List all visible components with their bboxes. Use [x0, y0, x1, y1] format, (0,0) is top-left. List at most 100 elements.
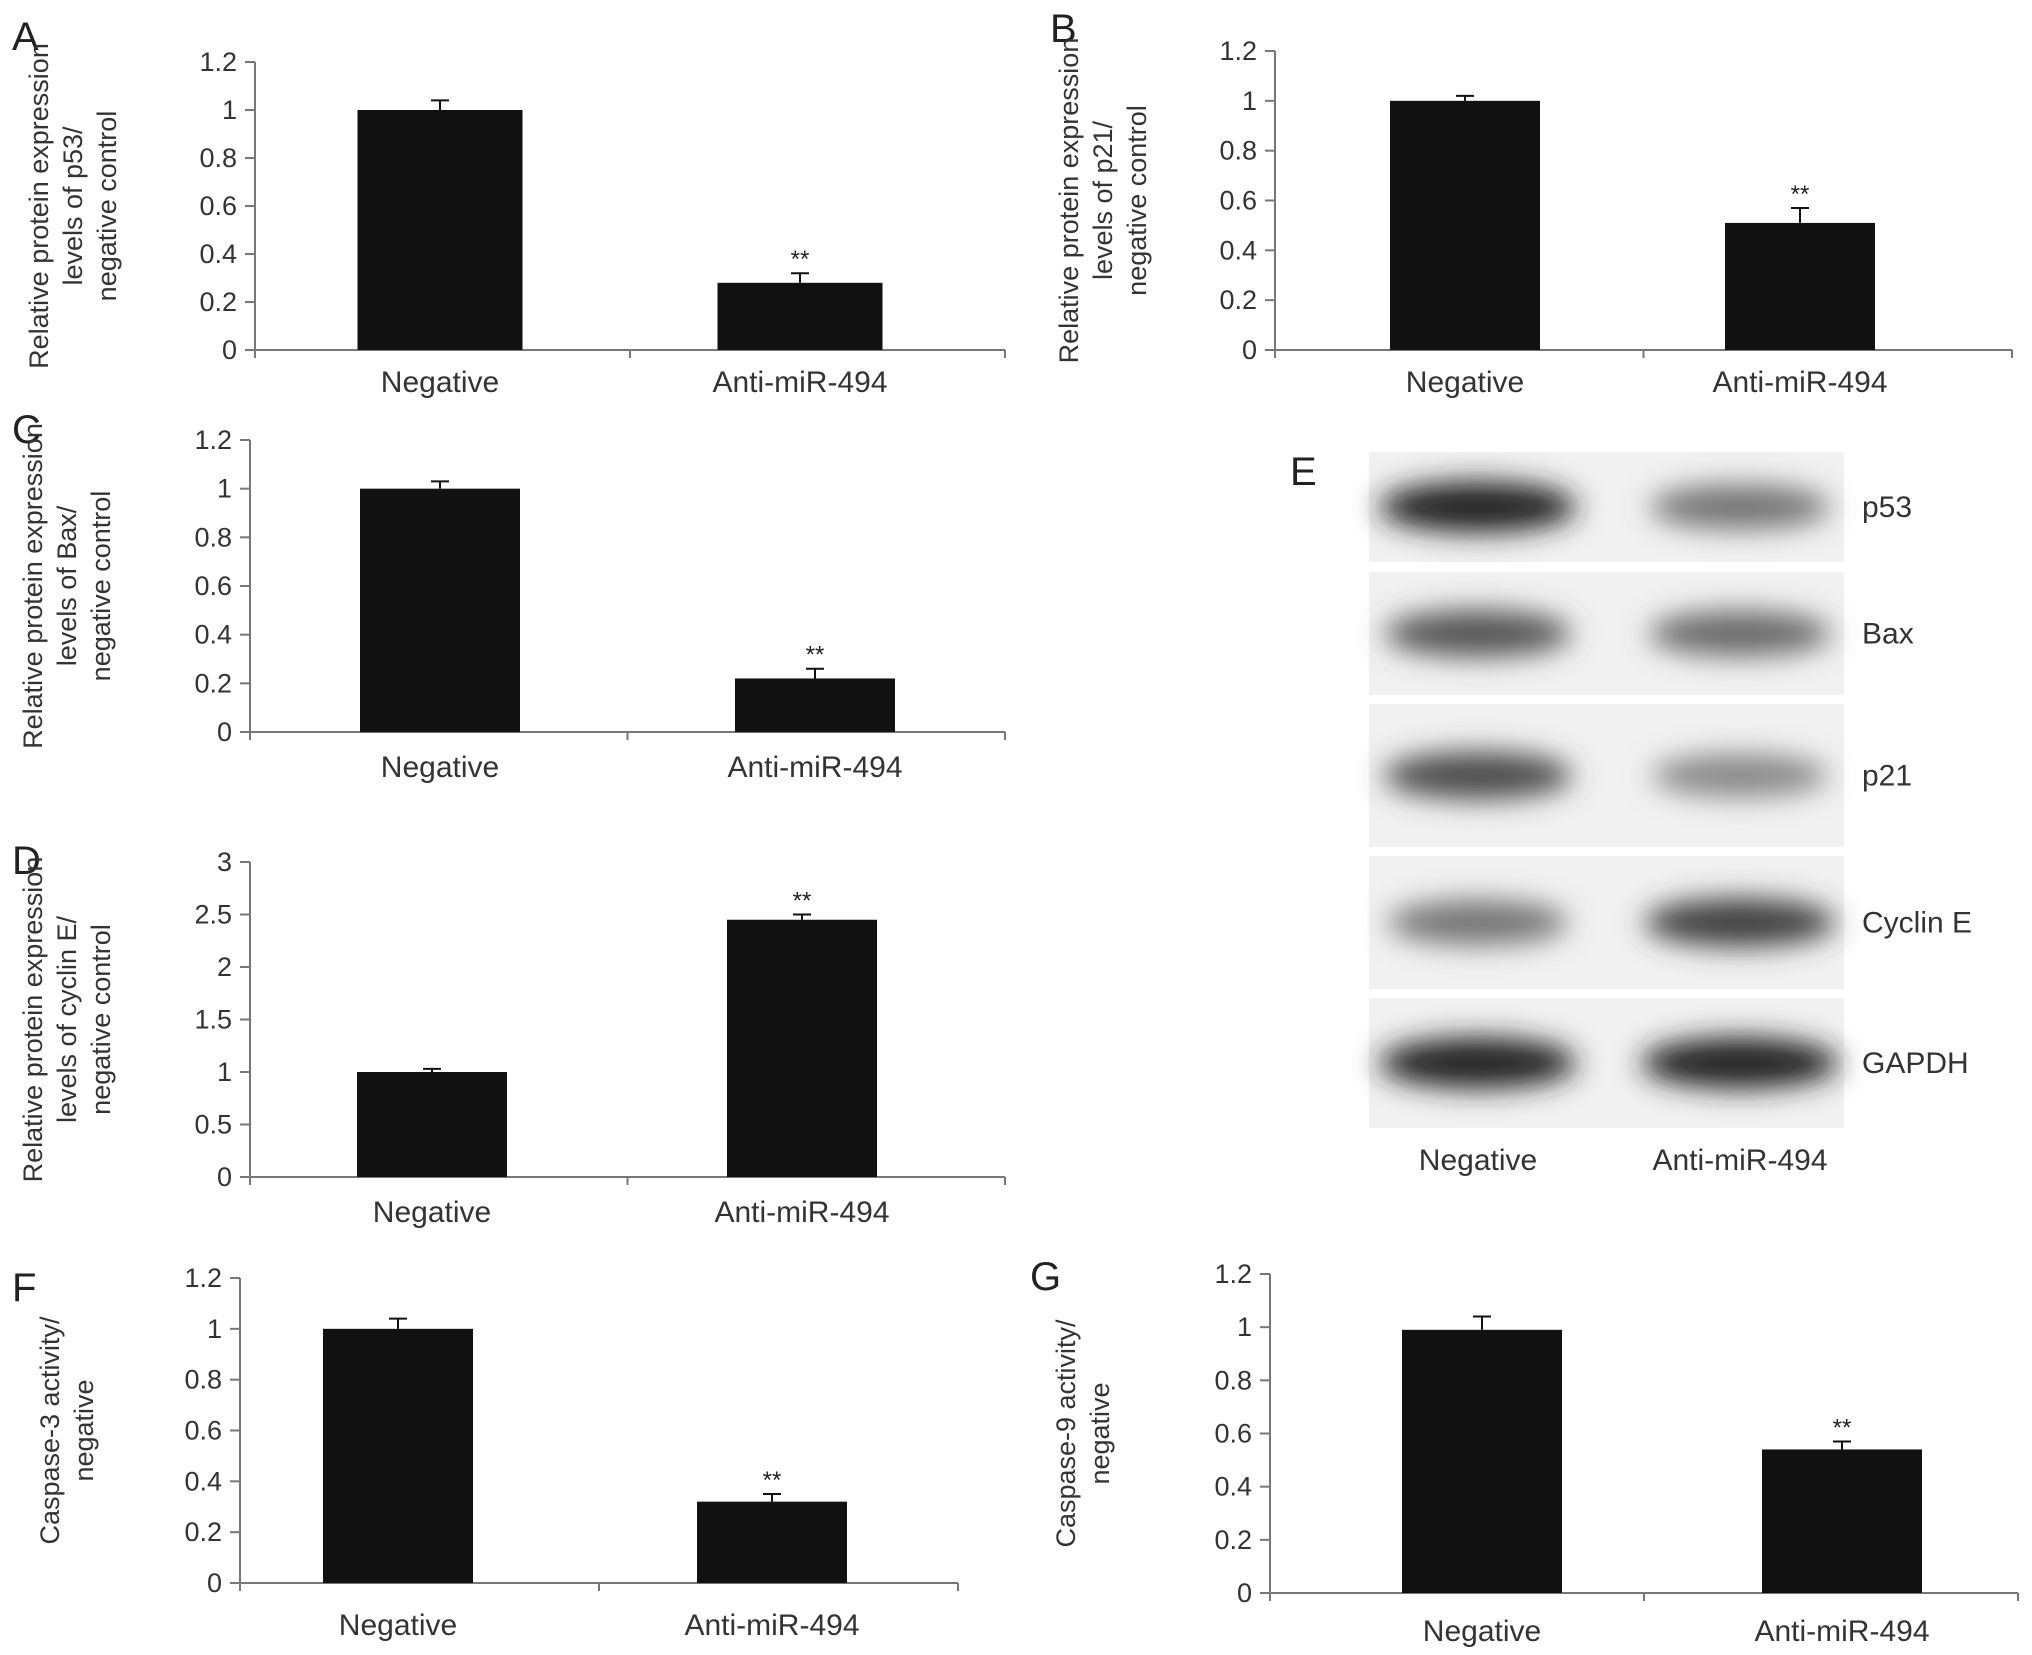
panel-letter: C [12, 408, 41, 452]
y-axis-label: Relative protein expression levels of p53… [24, 43, 122, 369]
y-axis-label-line: Relative protein expression [24, 43, 54, 369]
y-axis-label-line: levels of p21/ [1088, 120, 1118, 280]
y-axis-label-line: Caspase-9 activity/ [1051, 1319, 1081, 1548]
y-tick-label: 0.6 [184, 1416, 222, 1446]
category-label: Negative [339, 1609, 457, 1642]
category-label: Anti-miR-494 [1712, 366, 1887, 399]
category-label: Anti-miR-494 [727, 751, 902, 784]
y-tick-label: 0.2 [194, 668, 232, 698]
y-tick-label: 0.4 [1214, 1472, 1252, 1502]
y-tick-label: 1.2 [194, 425, 232, 455]
y-tick-label: 0.8 [194, 522, 232, 552]
y-axis-label-line: Relative protein expression [18, 423, 48, 749]
blot-row: p53 [1367, 450, 1912, 564]
bar [1390, 100, 1540, 350]
lane-label: Negative [1419, 1144, 1537, 1177]
y-tick-label: 0.4 [1219, 235, 1257, 265]
y-tick-label: 0 [222, 335, 237, 365]
significance-label: ** [791, 246, 810, 273]
blot-band [1384, 609, 1572, 658]
blot-label: p21 [1862, 760, 1912, 793]
category-label: Negative [1406, 366, 1524, 399]
y-tick-label: 0.6 [1219, 186, 1257, 216]
panel-letter: B [1050, 7, 1077, 51]
y-tick-label: 0.2 [1214, 1525, 1252, 1555]
category-label: Anti-miR-494 [714, 1196, 889, 1229]
bar [727, 919, 877, 1177]
bar [735, 678, 895, 732]
y-tick-label: 2 [217, 952, 232, 982]
panel-letter: E [1290, 450, 1317, 494]
y-tick-label: 1.5 [194, 1005, 232, 1035]
y-tick-label: 1.2 [184, 1263, 222, 1293]
blot-band [1641, 1037, 1839, 1089]
panel-letter: D [12, 839, 41, 883]
category-label: Negative [1423, 1615, 1541, 1648]
y-axis-label-line: negative control [1122, 105, 1152, 296]
y-tick-label: 0 [217, 717, 232, 747]
chart-panel-b: B 0 0.2 0.4 0.6 0.8 1 1.2 Negative ** Anti-miR-494… [1050, 7, 2013, 399]
y-tick-label: 0 [207, 1568, 222, 1598]
blot-band [1648, 610, 1832, 657]
y-axis-label-line: negative control [92, 111, 122, 302]
y-tick-label: 0.6 [199, 191, 237, 221]
y-tick-label: 1 [222, 95, 237, 125]
y-tick-label: 1 [1242, 86, 1257, 116]
y-tick-label: 3 [217, 847, 232, 877]
y-axis-label: Relative protein expression levels of Bax… [18, 423, 116, 749]
significance-label: ** [806, 642, 825, 669]
y-axis-label-line: negative control [86, 924, 116, 1115]
significance-label: ** [763, 1467, 782, 1494]
blot-row: GAPDH [1367, 996, 1969, 1130]
bar [1762, 1449, 1922, 1593]
chart-panel-a: A 0 0.2 0.4 0.6 0.8 1 1.2 Negative ** Anti-miR-494… [12, 15, 1006, 399]
y-axis-label-line: Caspase-3 activity/ [35, 1316, 65, 1545]
y-tick-label: 0.8 [199, 143, 237, 173]
y-tick-label: 0 [217, 1162, 232, 1192]
y-tick-label: 0.8 [1214, 1365, 1252, 1395]
blot-band [1379, 1037, 1577, 1089]
category-label: Negative [373, 1196, 491, 1229]
y-tick-label: 0.2 [199, 287, 237, 317]
y-axis-label-line: Relative protein expression [1054, 38, 1084, 364]
y-tick-label: 0.8 [1219, 136, 1257, 166]
blot-band [1387, 900, 1569, 945]
bar [697, 1501, 847, 1583]
category-label: Anti-miR-494 [1754, 1615, 1929, 1648]
y-axis-label-line: negative [1085, 1382, 1115, 1484]
y-tick-label: 0.4 [199, 239, 237, 269]
category-label: Anti-miR-494 [684, 1609, 859, 1642]
category-label: Anti-miR-494 [712, 366, 887, 399]
y-tick-label: 0.6 [194, 571, 232, 601]
category-label: Negative [381, 751, 499, 784]
blot-row: Cyclin E [1367, 854, 1972, 991]
bar [357, 110, 523, 350]
chart-panel-d: D 0 0.5 1 1.5 2 2.5 3 Negative ** Anti-miR-494 Rela… [12, 839, 1006, 1229]
bar [1402, 1329, 1562, 1593]
bar [323, 1328, 473, 1583]
y-tick-label: 1.2 [1219, 36, 1257, 66]
blot-label: Bax [1862, 618, 1914, 651]
panel-letter: A [12, 15, 39, 59]
blot-label: Cyclin E [1862, 907, 1972, 940]
y-axis-label-line: levels of p53/ [58, 126, 88, 286]
significance-label: ** [793, 888, 812, 915]
y-axis-label-line: Relative protein expression [18, 857, 48, 1183]
y-axis-label: Relative protein expression levels of p21… [1054, 38, 1152, 364]
significance-label: ** [1833, 1414, 1852, 1441]
panel-letter: F [12, 1266, 36, 1310]
category-label: Negative [381, 366, 499, 399]
y-tick-label: 1 [1237, 1312, 1252, 1342]
y-axis-label: Caspase-3 activity/negative [35, 1316, 99, 1545]
lane-label: Anti-miR-494 [1652, 1144, 1827, 1177]
y-tick-label: 0 [1242, 335, 1257, 365]
chart-panel-g: G 0 0.2 0.4 0.6 0.8 1 1.2 Negative ** Anti-miR-494… [1030, 1255, 2019, 1648]
y-axis-label: Relative protein expression levels of cyc… [18, 857, 116, 1183]
bar [1725, 222, 1875, 350]
y-tick-label: 0.6 [1214, 1419, 1252, 1449]
y-axis-label: Caspase-9 activity/negative [1051, 1319, 1115, 1548]
blot-row: p21 [1367, 702, 1912, 849]
blot-row: Bax [1367, 570, 1914, 697]
bar [717, 282, 883, 350]
